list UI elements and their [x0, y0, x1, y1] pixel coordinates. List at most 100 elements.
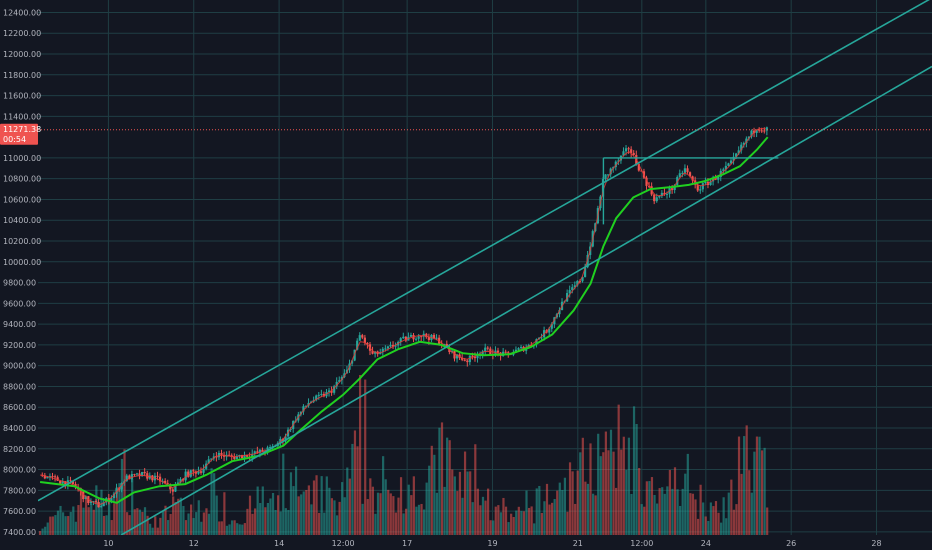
- y-axis[interactable]: 12400.00 12200.00 12000.00 11800.00 11600.00…: [0, 0, 41, 550]
- candle-body: [484, 347, 487, 352]
- candle-body: [187, 471, 190, 477]
- candle-body: [235, 456, 238, 459]
- volume-bar: [159, 517, 162, 535]
- volume-bar: [174, 501, 177, 535]
- volume-bar: [597, 433, 600, 535]
- volume-bar: [87, 507, 90, 535]
- volume-bar: [658, 488, 661, 535]
- candle-body: [82, 491, 85, 500]
- volume-bar: [238, 524, 241, 535]
- candle-body: [604, 174, 607, 180]
- volume-bar: [233, 520, 236, 535]
- candles: [41, 126, 768, 508]
- volume-bar: [666, 486, 669, 535]
- candle-body: [765, 127, 768, 131]
- y-tick-label: 8800.00: [3, 382, 36, 391]
- candle-body: [258, 449, 261, 453]
- volume-bar: [566, 511, 569, 535]
- volume-bar: [584, 481, 587, 535]
- volume-bar: [218, 521, 221, 535]
- volume-bar: [325, 476, 328, 535]
- volume-bar: [179, 497, 182, 535]
- volume-bar: [428, 465, 431, 535]
- candle-body: [171, 489, 174, 492]
- candle-body: [404, 336, 407, 341]
- candle-body: [59, 480, 62, 484]
- candle-body: [701, 183, 704, 190]
- candle-body: [141, 472, 144, 477]
- volume-bar: [358, 375, 362, 535]
- volume-bar: [230, 520, 234, 535]
- volume-bar: [228, 524, 231, 535]
- volume-bar: [269, 498, 272, 535]
- channel-lines[interactable]: [38, 0, 932, 535]
- volume-bar: [663, 493, 666, 535]
- candle-body: [402, 336, 405, 339]
- volume-bar: [108, 498, 111, 535]
- volume-bar: [479, 505, 482, 535]
- candle-body: [427, 337, 430, 341]
- candle-body: [630, 149, 633, 153]
- volume-bar: [709, 502, 712, 535]
- volume-bar: [740, 473, 743, 535]
- x-tick-label: 12:00: [332, 539, 355, 548]
- candle-body: [233, 456, 236, 459]
- volume-bar: [77, 505, 80, 535]
- volume-bar: [512, 516, 515, 535]
- volume-bar: [74, 521, 77, 535]
- candle-body: [647, 185, 651, 187]
- volume-bar: [745, 425, 748, 535]
- volume-bar: [115, 487, 118, 535]
- volume-bar: [279, 511, 282, 535]
- volume-bar: [225, 525, 229, 535]
- volume-bar: [333, 500, 336, 535]
- volume-bar: [182, 505, 185, 535]
- candle-body: [112, 493, 116, 499]
- volume-bar: [384, 479, 387, 535]
- x-tick-label: 17: [402, 539, 412, 548]
- y-tick-label: 11000.00: [3, 154, 41, 163]
- y-tick-label: 11600.00: [3, 92, 41, 101]
- volume-bar: [433, 454, 436, 535]
- candle-body: [466, 360, 469, 363]
- candle-body: [374, 351, 377, 354]
- volume-bar: [241, 524, 244, 535]
- candle-body: [696, 184, 699, 191]
- volume-bar: [133, 509, 136, 535]
- x-axis[interactable]: 10 12 14 12:00 17 19 21 12:00 24 26 28: [0, 535, 932, 550]
- volume-bar: [446, 437, 449, 535]
- candle-body: [458, 354, 461, 358]
- volume-bar: [684, 473, 687, 535]
- volume-bar: [399, 477, 403, 535]
- volume-bar: [82, 507, 85, 535]
- volume-bar: [236, 523, 239, 535]
- volume-bar: [725, 518, 728, 535]
- y-tick-label: 10000.00: [3, 258, 41, 267]
- y-tick-label: 10800.00: [3, 175, 41, 184]
- candle-body: [637, 163, 640, 171]
- volume-bar: [59, 505, 62, 535]
- volume-bar: [625, 469, 628, 535]
- volume-bar: [261, 486, 264, 535]
- volume-bar: [200, 521, 203, 535]
- volume-bar: [630, 493, 633, 535]
- y-tick-label: 8400.00: [3, 424, 36, 433]
- candle-body: [194, 471, 197, 474]
- candle-body: [317, 394, 320, 396]
- candle-body: [394, 345, 397, 347]
- candle-body: [463, 359, 466, 361]
- volume-bar: [673, 467, 677, 535]
- volume-bar: [266, 502, 270, 535]
- candle-body: [92, 501, 95, 503]
- volume-bar: [635, 423, 638, 535]
- candle-body: [256, 451, 259, 453]
- x-tick-label: 12: [189, 539, 199, 548]
- volume-bar: [246, 508, 249, 535]
- volume-bar: [494, 506, 497, 535]
- candle-body: [420, 336, 423, 338]
- candle-body: [215, 456, 218, 458]
- volume-bar: [146, 515, 149, 535]
- candle-body: [409, 334, 413, 337]
- volume-bar: [517, 506, 520, 535]
